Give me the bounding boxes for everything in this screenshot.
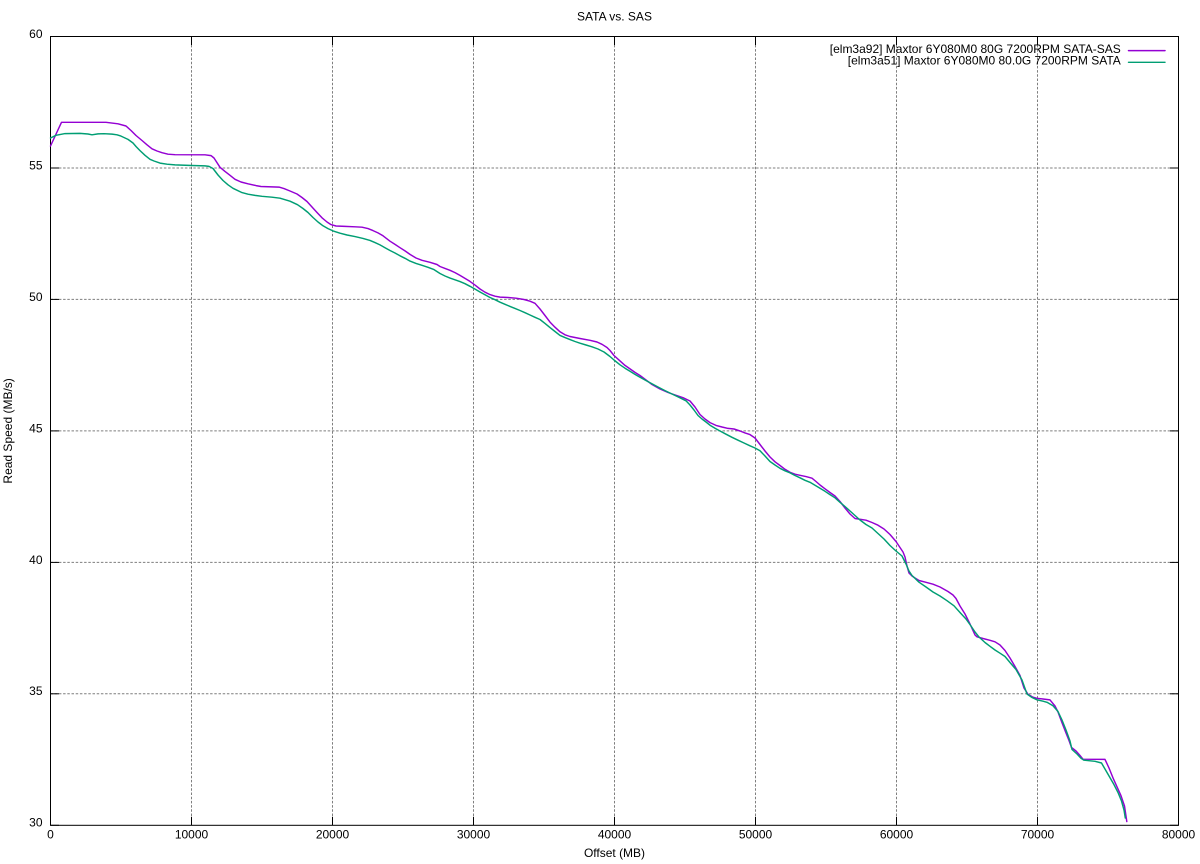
svg-text:80000: 80000 [1162,828,1196,842]
svg-text:20000: 20000 [316,828,350,842]
svg-text:Read Speed (MB/s): Read Speed (MB/s) [1,378,15,483]
svg-text:50: 50 [29,290,43,304]
svg-text:[elm3a92] Maxtor 6Y080M0 80G 7: [elm3a92] Maxtor 6Y080M0 80G 7200RPM SAT… [830,42,1121,56]
svg-text:50000: 50000 [739,828,773,842]
svg-text:40: 40 [29,553,43,567]
svg-text:SATA vs. SAS: SATA vs. SAS [577,10,652,24]
svg-text:Offset (MB): Offset (MB) [584,846,645,860]
svg-text:60: 60 [29,27,43,41]
svg-text:30: 30 [29,816,43,830]
svg-text:10000: 10000 [175,828,209,842]
svg-text:60000: 60000 [880,828,914,842]
svg-text:0: 0 [47,828,54,842]
svg-text:30000: 30000 [457,828,491,842]
svg-text:55: 55 [29,158,43,172]
svg-text:[elm3a51] Maxtor 6Y080M0 80.0G: [elm3a51] Maxtor 6Y080M0 80.0G 7200RPM S… [848,54,1121,68]
svg-text:70000: 70000 [1021,828,1055,842]
svg-text:35: 35 [29,684,43,698]
svg-text:45: 45 [29,421,43,435]
svg-text:40000: 40000 [598,828,632,842]
